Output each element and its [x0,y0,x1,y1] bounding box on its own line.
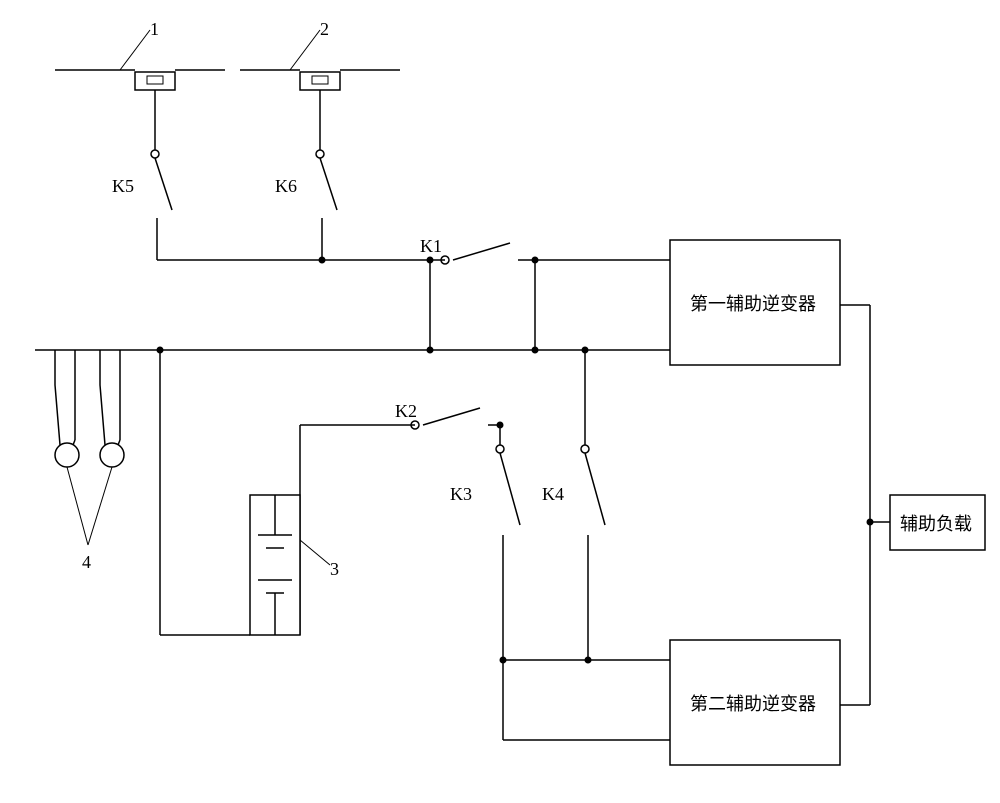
callout-leader-1 [120,30,150,70]
battery [160,350,300,635]
switch-k3 [496,445,520,660]
node-bus-top-k6 [319,257,326,264]
callout-3-label: 3 [330,559,339,579]
switch-k2-label: K2 [395,401,417,421]
callout-4-label: 4 [82,552,91,572]
switch-k5-label: K5 [112,176,134,196]
aux-inverter-1-label: 第一辅助逆变器 [690,294,816,314]
switch-k1 [430,243,670,264]
node-load-join [867,519,874,526]
meter-group [55,350,124,545]
switch-k5 [151,150,172,260]
switch-k4-label: K4 [542,484,564,504]
node-midbus-430 [427,347,434,354]
aux-load-label: 辅助负载 [900,514,972,534]
switch-k6 [316,150,337,260]
switch-k1-label: K1 [420,236,442,256]
callout-leader-2 [290,30,320,70]
switch-k2 [411,408,500,429]
pantograph-1 [135,72,175,90]
pantograph-2 [300,72,340,90]
switch-k6-label: K6 [275,176,297,196]
aux-inverter-2-label: 第二辅助逆变器 [690,694,816,714]
switch-k4 [581,445,605,660]
callout-leader-3 [300,540,330,565]
callout-1-label: 1 [150,19,159,39]
callout-2-label: 2 [320,19,329,39]
switch-k3-label: K3 [450,484,472,504]
node-midbus-585 [582,347,589,354]
node-midbus-535 [532,347,539,354]
